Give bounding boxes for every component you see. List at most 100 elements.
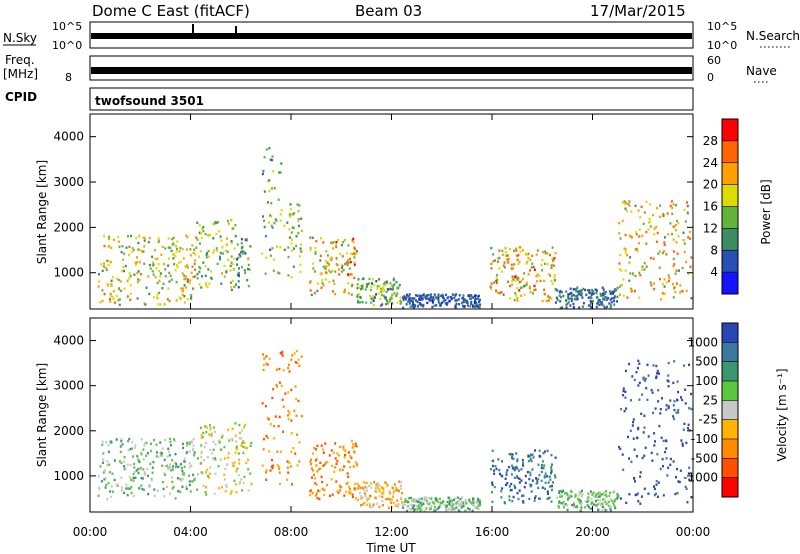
power-cell [270,202,273,205]
velocity-cell [428,497,431,500]
velocity-cell [630,460,633,463]
power-cell [418,297,420,300]
power-cell [663,285,666,288]
power-cell [151,270,154,273]
power-cell [340,243,343,247]
power-cell [405,296,408,299]
velocity-cell [130,478,133,482]
velocity-cell [529,471,532,474]
velocity-cell [661,397,663,400]
velocity-cell [133,462,136,466]
velocity-cell [546,475,549,478]
velocity-cell [97,475,100,478]
velocity-cell [468,499,471,502]
velocity-cell [573,505,576,508]
power-cell [437,293,440,296]
velocity-cell [273,437,276,440]
velocity-cell [200,471,203,474]
velocity-cell [651,459,654,462]
power-cell [184,275,187,278]
power-cell [468,297,471,300]
power-cell [533,288,536,292]
velocity-cell [647,492,650,495]
velocity-cell [450,505,453,508]
power-cell [204,274,207,277]
velocity-cell [549,478,552,481]
velocity-cell [279,450,282,453]
power-cell [510,263,513,266]
velocity-cell [294,361,297,364]
power-cell [272,269,275,272]
velocity-cell [457,499,460,503]
power-cell [425,296,428,299]
velocity-cell [140,452,143,455]
power-cell [138,235,141,238]
power-cell [124,264,127,268]
velocity-cell [543,476,546,479]
velocity-cell [474,506,477,509]
power-cell [138,260,141,264]
velocity-cell [342,448,345,451]
power-cell [352,241,355,244]
velocity-cell [204,425,207,428]
velocity-cell [597,495,600,498]
power-colorbar-swatch [722,206,738,229]
velocity-cell [664,450,667,454]
power-cell [587,296,590,299]
power-cell [619,237,622,240]
power-cell [359,301,361,304]
velocity-cell [265,434,268,438]
velocity-cell [228,439,231,442]
velocity-cell [564,503,567,506]
velocity-cell [332,451,335,454]
velocity-cell [537,463,540,466]
power-cell [589,296,592,299]
power-cell [264,272,267,275]
power-cell [166,298,169,301]
power-cell [683,208,686,212]
velocity-cell [652,411,654,415]
velocity-cell [355,444,358,448]
power-cell [342,241,345,244]
velocity-cell [123,455,126,459]
velocity-cell [540,463,543,467]
power-cell [569,292,572,295]
velocity-cell [657,400,660,403]
velocity-cell [610,499,613,502]
velocity-cell [613,504,616,507]
power-cell [103,262,105,265]
power-cell [638,296,641,299]
velocity-cell [683,364,686,367]
power-cell [603,292,606,295]
velocity-cell [637,492,639,495]
velocity-cell [209,466,212,469]
velocity-colorbar-tick-label: 500 [695,355,718,369]
power-cell [645,265,648,268]
power-cell [653,227,656,230]
power-cell [348,267,351,270]
power-cell [204,265,207,268]
power-cell [347,273,349,276]
power-cell [641,265,644,268]
power-cell [331,269,334,273]
power-cell [128,272,131,275]
power-cell [230,288,233,292]
velocity-cell [338,454,340,457]
power-cell [670,200,673,203]
power-cell [600,294,603,297]
power-cell [638,235,641,238]
velocity-cell [446,508,449,511]
velocity-cell [576,504,579,508]
power-cell [200,286,203,289]
power-cell [635,231,638,234]
velocity-cell [665,439,667,442]
velocity-cell [290,388,293,392]
velocity-cell [134,476,137,479]
velocity-cell [677,411,680,414]
velocity-cell [262,353,264,356]
power-cell [510,267,513,270]
power-cell [663,250,665,253]
power-cell [286,221,289,224]
velocity-cell [293,409,296,412]
power-cell [585,293,588,296]
